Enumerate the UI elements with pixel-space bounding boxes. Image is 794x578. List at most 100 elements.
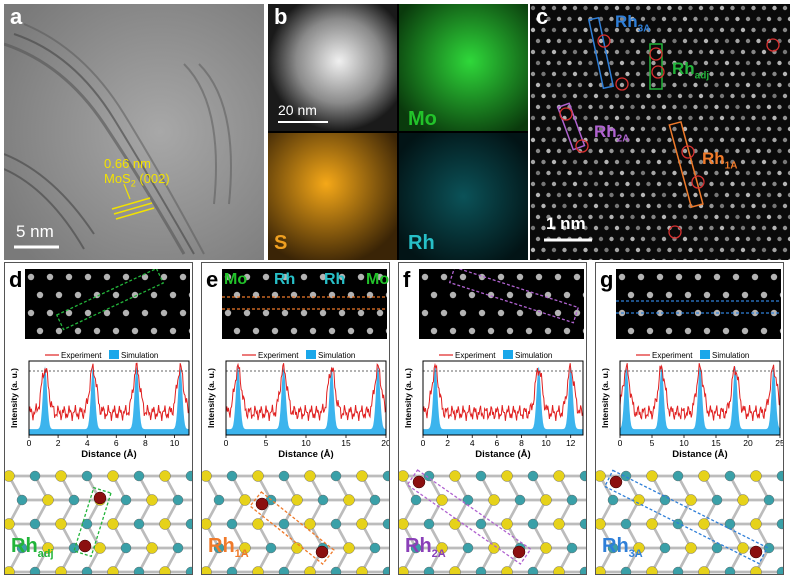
- stem-crop: [419, 269, 584, 339]
- y-axis-label: Intensity (a. u.): [403, 368, 413, 428]
- panel-c-haadf: c Rh3A Rhadj Rh2A Rh1A 1 nm: [530, 4, 790, 260]
- lattice-spacing-label: 0.66 nm MoS2 (002): [104, 156, 170, 192]
- rh1a-box: [668, 120, 704, 209]
- x-tick-label: 0: [27, 438, 32, 448]
- x-axis-label: Distance (Å): [475, 449, 530, 460]
- label-rh3a: Rh3A: [615, 12, 651, 35]
- atomic-structure-model: [399, 469, 586, 574]
- structure-label: Rh2A: [405, 535, 446, 560]
- x-tick-label: 15: [341, 438, 351, 448]
- atomic-structure-model: [202, 470, 389, 574]
- experiment-profile: [28, 362, 190, 421]
- rh-circle: [615, 77, 629, 91]
- panel-b-eds: b 20 nm Mo S Rh: [268, 4, 528, 260]
- rh-circle: [651, 65, 665, 79]
- plane-label: MoS2 (002): [104, 171, 170, 189]
- x-tick-label: 10: [170, 438, 180, 448]
- simulation-profile: [29, 366, 189, 435]
- rh-circle: [668, 225, 682, 239]
- x-tick-label: 4: [85, 438, 90, 448]
- x-axis-label: Distance (Å): [278, 449, 333, 460]
- x-tick-label: 2: [56, 438, 61, 448]
- legend-simulation: Simulation: [318, 351, 355, 360]
- atomic-structure-model: [5, 470, 192, 574]
- panel-g: g Experiment Simulation 0 5 10 15 20 25 Distance…: [595, 262, 784, 575]
- scalebar-a-label: 5 nm: [16, 222, 54, 241]
- legend-simulation: Simulation: [515, 351, 552, 360]
- x-tick-label: 25: [775, 438, 784, 448]
- experiment-profile: [619, 363, 781, 421]
- x-tick-label: 20: [381, 438, 390, 448]
- x-axis-label: Distance (Å): [672, 449, 727, 460]
- x-tick-label: 12: [566, 438, 576, 448]
- rh2a-box: [556, 102, 586, 151]
- panel-e: e Mo Rh Rh Mo Experiment Simulation 0 5 10 15 20 Di…: [201, 262, 390, 575]
- legend-experiment: Experiment: [61, 351, 102, 360]
- panel-a-tem: a 0.66 nm MoS2 (002) 5 nm: [4, 4, 264, 260]
- x-tick-label: 10: [541, 438, 551, 448]
- intensity-profile-plot: Experiment Simulation 0 5 10 15 20 25 Distance (…: [600, 350, 784, 460]
- legend-simulation: Simulation: [121, 351, 158, 360]
- panel-letter-a: a: [10, 4, 23, 29]
- stem-crop: [616, 269, 781, 339]
- rh-circle: [649, 47, 663, 61]
- panel-f: f Experiment Simulation 0 2 4 6 8 10 12 Distance …: [398, 262, 587, 575]
- stem-crop: [25, 269, 190, 339]
- rh-circle: [691, 175, 705, 189]
- experiment-profile: [422, 362, 584, 421]
- simulation-profile: [620, 366, 780, 435]
- x-tick-label: 20: [743, 438, 753, 448]
- panel-d: d Experiment Simulation 0 2 4 6 8 10 Distance (Å…: [4, 262, 193, 575]
- x-tick-label: 0: [618, 438, 623, 448]
- structure-label: Rh3A: [602, 535, 643, 560]
- intensity-profile-plot: Experiment Simulation 0 2 4 6 8 10 12 Distance (Å…: [403, 350, 584, 460]
- label-rhadj: Rhadj: [672, 59, 710, 82]
- legend-experiment: Experiment: [652, 351, 693, 360]
- panel-letter-e: e: [206, 267, 219, 292]
- element-label-mo: Mo: [224, 271, 248, 288]
- structure-label: Rhadj: [11, 535, 54, 560]
- y-axis-label: Intensity (a. u.): [9, 368, 19, 428]
- element-label-mo: Mo: [366, 271, 390, 288]
- x-tick-label: 2: [445, 438, 450, 448]
- x-tick-label: 10: [301, 438, 311, 448]
- x-tick-label: 5: [650, 438, 655, 448]
- map-label-rh: Rh: [408, 232, 435, 254]
- rh-circle: [681, 145, 695, 159]
- stem-crop: [222, 269, 387, 339]
- rh-circle: [575, 139, 589, 153]
- panel-letter-g: g: [600, 267, 614, 292]
- atomic-structure-model: [596, 469, 783, 574]
- experiment-profile: [225, 362, 387, 421]
- legend-experiment: Experiment: [455, 351, 496, 360]
- panel-letter-b: b: [274, 4, 288, 29]
- element-label-rh: Rh: [324, 271, 346, 288]
- map-label-s: S: [274, 232, 288, 254]
- legend-experiment: Experiment: [258, 351, 299, 360]
- x-tick-label: 8: [519, 438, 524, 448]
- x-tick-label: 0: [224, 438, 229, 448]
- map-label-mo: Mo: [408, 108, 437, 130]
- panel-letter-c: c: [536, 4, 549, 29]
- rh3a-box: [587, 16, 615, 90]
- scalebar-c-label: 1 nm: [546, 214, 586, 233]
- x-tick-label: 6: [114, 438, 119, 448]
- rh-circle: [559, 107, 573, 121]
- panel-letter-d: d: [9, 267, 23, 292]
- haadf-image: [530, 5, 790, 260]
- simulation-profile: [226, 366, 386, 435]
- eds-maps: [268, 4, 528, 260]
- x-tick-label: 8: [143, 438, 148, 448]
- x-tick-label: 0: [421, 438, 426, 448]
- label-rh2a: Rh2A: [594, 122, 630, 145]
- structure-label: Rh1A: [208, 535, 249, 560]
- x-tick-label: 10: [679, 438, 689, 448]
- spacing-value: 0.66 nm: [104, 156, 151, 171]
- x-tick-label: 6: [494, 438, 499, 448]
- scalebar-b-label: 20 nm: [278, 102, 317, 118]
- element-label-rh: Rh: [274, 271, 296, 288]
- panel-letter-f: f: [403, 267, 411, 292]
- legend-simulation: Simulation: [712, 351, 749, 360]
- y-axis-label: Intensity (a. u.): [206, 368, 216, 428]
- x-axis-label: Distance (Å): [81, 449, 136, 460]
